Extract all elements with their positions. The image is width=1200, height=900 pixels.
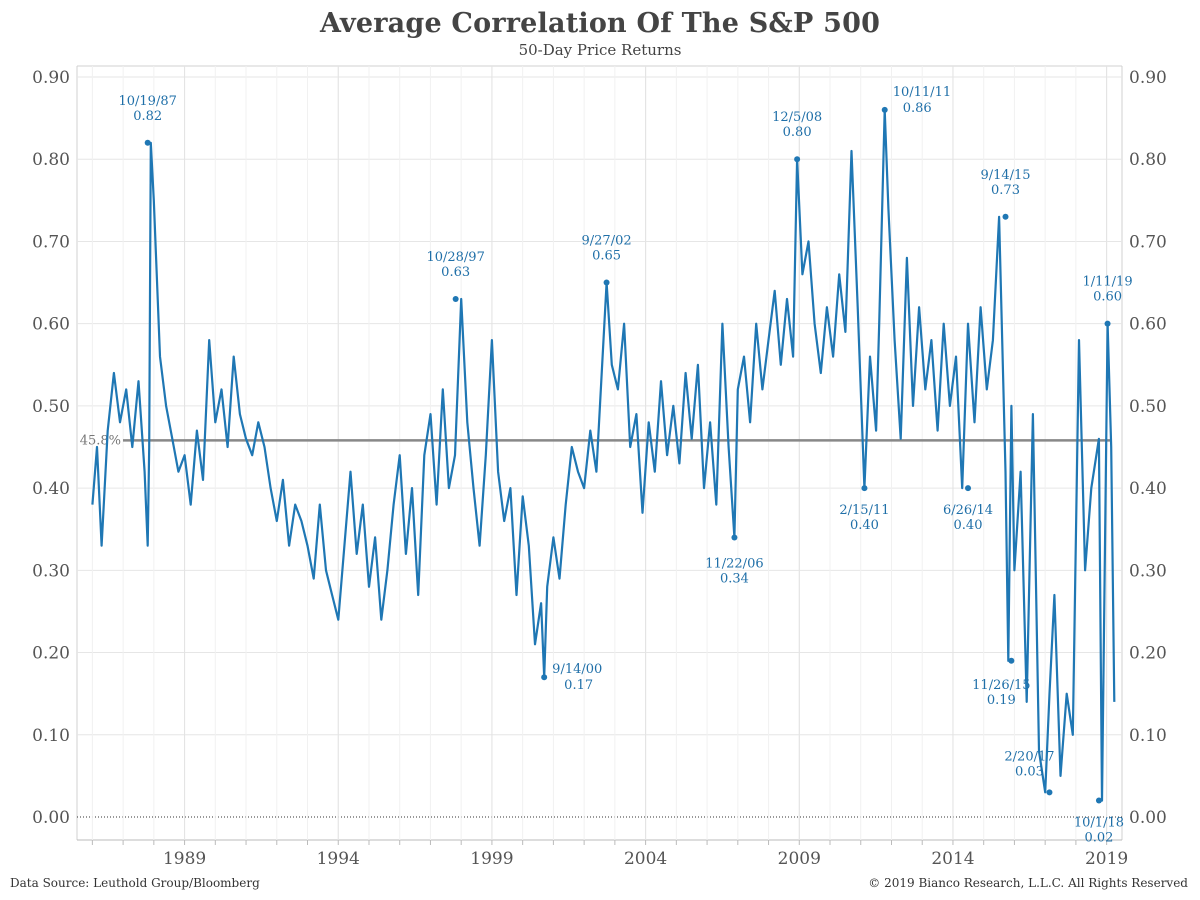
y-tick-label-left: 0.20 xyxy=(32,644,70,664)
annotation-value: 0.40 xyxy=(954,518,983,533)
annotation-value: 0.63 xyxy=(441,265,470,280)
y-tick-label-right: 0.70 xyxy=(1129,232,1167,252)
chart-subtitle: 50-Day Price Returns xyxy=(518,41,682,59)
annotation-value: 0.82 xyxy=(133,109,162,124)
annotation-date: 11/22/06 xyxy=(705,556,763,571)
y-tick-label-right: 0.40 xyxy=(1129,479,1167,499)
annotation-marker xyxy=(1046,789,1053,796)
y-tick-label-left: 0.90 xyxy=(32,68,70,88)
annotation-marker xyxy=(1002,213,1009,220)
y-tick-label-right: 0.80 xyxy=(1129,150,1167,170)
x-tick-label: 1994 xyxy=(317,849,360,869)
y-tick-label-right: 0.50 xyxy=(1129,397,1167,417)
x-tick-label: 1989 xyxy=(163,849,206,869)
annotation-marker xyxy=(861,485,868,492)
annotation-date: 9/14/15 xyxy=(980,168,1030,183)
annotation-value: 0.40 xyxy=(850,518,879,533)
y-tick-label-right: 0.00 xyxy=(1129,808,1167,828)
annotation-date: 10/28/97 xyxy=(426,250,484,265)
annotation-date: 9/27/02 xyxy=(582,234,632,249)
annotation-value: 0.02 xyxy=(1084,831,1113,846)
annotation-date: 10/1/18 xyxy=(1074,816,1124,831)
annotation-value: 0.80 xyxy=(783,125,812,140)
y-tick-label-left: 0.40 xyxy=(32,479,70,499)
copyright-note: © 2019 Bianco Research, L.L.C. All Right… xyxy=(868,876,1188,890)
mean-label: 45.8% xyxy=(80,433,121,448)
data-source-note: Data Source: Leuthold Group/Bloomberg xyxy=(10,876,260,890)
annotation-date: 12/5/08 xyxy=(772,110,822,125)
y-tick-label-left: 0.10 xyxy=(32,726,70,746)
y-tick-label-right: 0.60 xyxy=(1129,315,1167,335)
x-tick-label: 2009 xyxy=(778,849,821,869)
annotation-marker xyxy=(965,485,972,492)
y-tick-label-left: 0.80 xyxy=(32,150,70,170)
annotation-value: 0.86 xyxy=(903,101,932,116)
annotation-date: 2/20/17 xyxy=(1004,749,1054,764)
annotation-date: 11/26/15 xyxy=(972,678,1030,693)
annotation-date: 10/19/87 xyxy=(118,94,176,109)
y-tick-label-right: 0.20 xyxy=(1129,644,1167,664)
y-tick-label-left: 0.30 xyxy=(32,561,70,581)
annotation-date: 1/11/19 xyxy=(1082,275,1132,290)
annotation-marker xyxy=(1104,320,1111,327)
y-tick-label-right: 0.90 xyxy=(1129,68,1167,88)
chart-title: Average Correlation Of The S&P 500 xyxy=(319,8,881,39)
y-tick-label-left: 0.50 xyxy=(32,397,70,417)
annotation-marker xyxy=(794,156,801,163)
annotation-marker xyxy=(1095,797,1102,804)
y-tick-label-left: 0.60 xyxy=(32,315,70,335)
annotation-value: 0.34 xyxy=(720,571,749,586)
annotation-marker xyxy=(452,296,459,302)
annotation-date: 9/14/00 xyxy=(552,662,602,677)
y-tick-label-right: 0.30 xyxy=(1129,561,1167,581)
x-tick-label: 2004 xyxy=(624,849,667,869)
y-tick-label-left: 0.70 xyxy=(32,232,70,252)
annotation-marker xyxy=(731,534,738,541)
annotation-value: 0.73 xyxy=(991,183,1020,198)
annotation-value: 0.65 xyxy=(592,249,621,264)
annotation-value: 0.03 xyxy=(1015,764,1044,779)
annotation-marker xyxy=(1008,657,1015,664)
annotation-date: 2/15/11 xyxy=(839,503,889,518)
x-tick-label: 2019 xyxy=(1085,849,1128,869)
annotation-marker xyxy=(881,106,888,113)
annotation-marker xyxy=(603,279,610,286)
annotation-date: 6/26/14 xyxy=(943,503,993,518)
x-tick-label: 1999 xyxy=(470,849,513,869)
annotation-value: 0.60 xyxy=(1093,290,1122,305)
y-tick-label-right: 0.10 xyxy=(1129,726,1167,746)
x-tick-label: 2014 xyxy=(931,849,974,869)
annotation-value: 0.19 xyxy=(987,693,1016,708)
annotation-marker xyxy=(144,139,151,146)
annotation-marker xyxy=(541,674,548,681)
annotation-date: 10/11/11 xyxy=(893,85,951,100)
annotation-value: 0.17 xyxy=(564,678,593,693)
y-tick-label-left: 0.00 xyxy=(32,808,70,828)
